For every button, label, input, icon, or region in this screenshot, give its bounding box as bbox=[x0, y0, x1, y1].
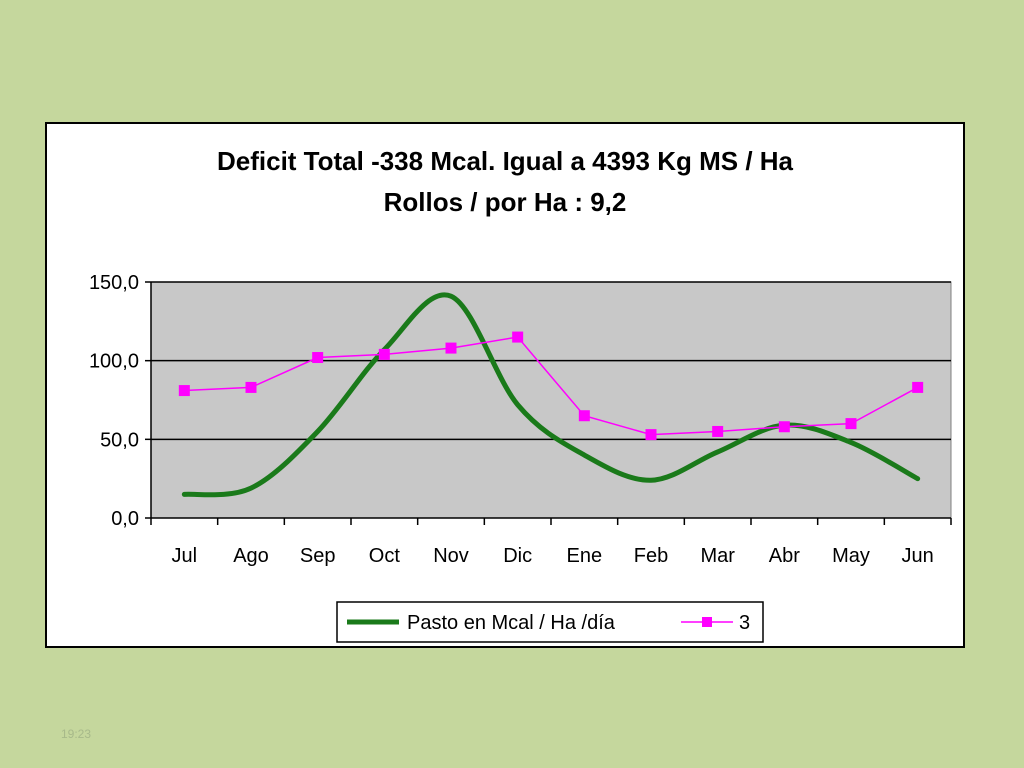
x-tick-label: May bbox=[832, 545, 870, 567]
x-tick-label: Dic bbox=[503, 545, 532, 567]
legend: Pasto en Mcal / Ha /día 3 bbox=[336, 601, 764, 643]
series-3-point bbox=[245, 381, 257, 393]
series-3-point bbox=[778, 421, 790, 433]
x-tick-label: Sep bbox=[300, 545, 336, 567]
series-3-point bbox=[178, 385, 190, 397]
chart-title-line-2: Rollos / por Ha : 9,2 bbox=[383, 187, 627, 217]
x-tick-label: Ago bbox=[233, 545, 269, 567]
series-3-point bbox=[912, 381, 924, 393]
x-tick-label: Jun bbox=[902, 545, 934, 567]
chart-frame: Deficit Total -338 Mcal. Igual a 4393 Kg… bbox=[45, 122, 965, 648]
x-tick-label: Ene bbox=[567, 545, 603, 567]
y-tick-label: 150,0 bbox=[89, 272, 139, 294]
series-line-3 bbox=[184, 336, 919, 436]
slide-timestamp: 19:23 bbox=[61, 727, 92, 741]
x-tick-label: Abr bbox=[769, 545, 800, 567]
x-tick-label: Mar bbox=[700, 545, 735, 567]
series-3-point bbox=[312, 352, 324, 364]
series-3-point bbox=[645, 429, 657, 441]
legend-marker-3 bbox=[702, 617, 712, 627]
y-tick-label: 0,0 bbox=[111, 508, 139, 530]
y-tick-label: 100,0 bbox=[89, 351, 139, 373]
series-3-point bbox=[578, 410, 590, 422]
series-3-point bbox=[845, 418, 857, 430]
x-tick-label: Feb bbox=[634, 545, 668, 567]
y-tick-label: 50,0 bbox=[100, 429, 139, 451]
series-3-point bbox=[378, 348, 390, 360]
chart-title-line-1: Deficit Total -338 Mcal. Igual a 4393 Kg… bbox=[216, 146, 794, 176]
series-3-point bbox=[712, 425, 724, 437]
x-tick-label: Oct bbox=[369, 545, 401, 567]
chart-canvas: 0,0 50,0 100,0 150,0 Jul Ago Sep Oct Nov Dic Ene Fe… bbox=[89, 272, 952, 643]
legend-label-3: 3 bbox=[739, 612, 750, 634]
plot-area bbox=[150, 281, 952, 519]
legend-label-pasto: Pasto en Mcal / Ha /día bbox=[407, 612, 616, 634]
x-tick-label: Jul bbox=[172, 545, 198, 567]
x-tick-label: Nov bbox=[433, 545, 469, 567]
series-3-point bbox=[445, 342, 457, 354]
series-3-point bbox=[512, 331, 524, 343]
